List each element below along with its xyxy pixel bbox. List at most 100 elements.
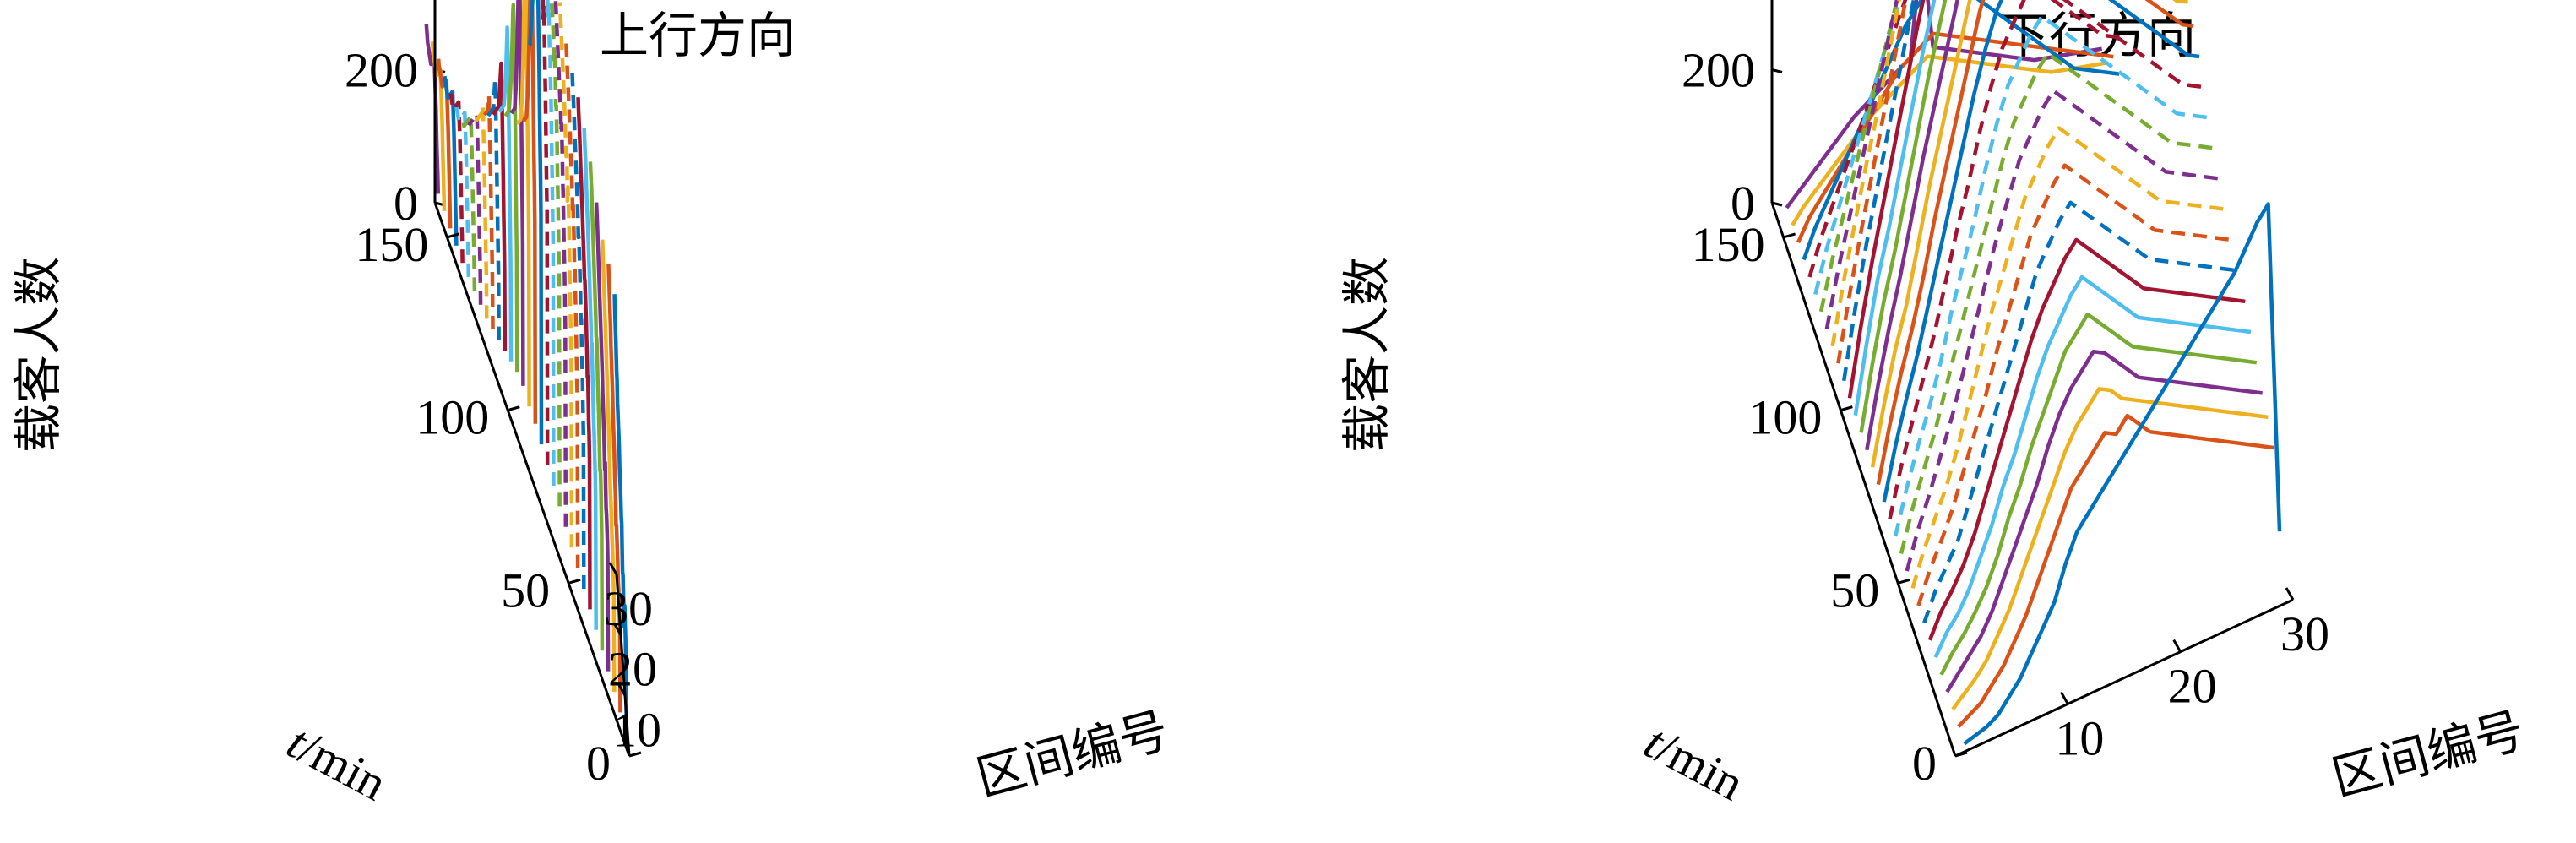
series-line-t-112 — [1836, 0, 1908, 364]
interval-tick-label: 10 — [612, 702, 661, 757]
series-line-t-62 — [1894, 14, 2211, 537]
series-line-t-87 — [1865, 0, 1959, 451]
series-line-t-17 — [594, 202, 611, 672]
series-line-t-72 — [1882, 0, 2200, 503]
series-line-t-22 — [588, 161, 605, 651]
series-line-t-107 — [485, 77, 501, 340]
series-line-t-102 — [492, 61, 508, 351]
axes-group — [433, 0, 631, 757]
chart-title: 上行方向 — [600, 7, 796, 64]
t-tick-mark — [446, 232, 459, 239]
series-line-t-12 — [601, 239, 617, 693]
series-line-t-127 — [460, 114, 477, 291]
z-axis-label: 载客人数 — [1338, 257, 1395, 453]
series-line-t-37 — [570, 66, 586, 590]
series-line-t-122 — [467, 111, 483, 305]
series-line-t-27 — [582, 128, 598, 630]
t-tick-label: 100 — [1748, 390, 1822, 445]
z-tick-mark — [1771, 68, 1783, 73]
interval-tick-label: 10 — [2055, 710, 2104, 765]
series-line-t-32 — [576, 97, 592, 610]
series-line-t-122 — [1824, 0, 1899, 329]
series-line-t-97 — [497, 25, 514, 362]
series-line-t-67 — [1888, 0, 2206, 520]
series-line-t-152 — [1791, 54, 2108, 226]
t-tick-label: 50 — [501, 563, 550, 617]
series-line-t-57 — [1899, 52, 2217, 555]
z-axis-label: 载客人数 — [9, 257, 67, 453]
t-axis-label: t/min — [279, 714, 396, 811]
series-line-t-42 — [1916, 163, 2235, 606]
z-axis-ticks: 0200400600800 — [1682, 43, 1783, 231]
t-tick-label: 50 — [1830, 563, 1879, 617]
t-tick-mark — [1840, 405, 1853, 412]
series-line-t-92 — [503, 3, 519, 373]
series-line-t-22 — [1939, 312, 2258, 676]
t-tick-label: 150 — [1692, 217, 1765, 272]
series-line-t-142 — [1802, 0, 2120, 261]
interval-tick-mark — [2060, 691, 2069, 705]
series-line-t-47 — [1910, 126, 2229, 590]
t-tick-label: 0 — [1912, 736, 1937, 791]
z-axis-ticks: 0200400600800 — [345, 43, 446, 231]
t-tick-mark — [1897, 578, 1910, 585]
z-tick-label: 0 — [1731, 176, 1755, 231]
interval-axis-label: 区间编号 — [2326, 701, 2530, 808]
t-axis-line — [1770, 202, 1957, 757]
t-tick-mark — [1954, 751, 1968, 758]
t-tick-mark — [507, 405, 520, 412]
series-line-t-47 — [557, 2, 574, 548]
series-line-t-132 — [454, 106, 471, 277]
interval-tick-label: 30 — [604, 581, 653, 636]
interval-axis-line — [615, 574, 631, 757]
t-tick-mark — [568, 578, 581, 585]
t-tick-mark — [628, 751, 642, 758]
series-line-t-37 — [1922, 200, 2240, 624]
series-line-t-2 — [1963, 202, 2282, 746]
z-tick-label: 0 — [394, 176, 418, 231]
interval-tick-mark — [612, 622, 622, 636]
t-axis-ticks: 0 50 100 150 — [1692, 217, 1968, 791]
interval-tick-mark — [608, 562, 618, 575]
series-line-t-97 — [1853, 0, 1937, 416]
t-axis-line — [433, 202, 631, 757]
series-line-t-52 — [553, 0, 568, 527]
axes-group — [1770, 0, 2294, 758]
series-line-t-17 — [1945, 349, 2263, 693]
series-group — [1785, 0, 2282, 746]
series-line-t-72 — [528, 0, 544, 445]
z-tick-mark — [1771, 201, 1783, 207]
t-axis-ticks: 0 50 100 150 — [355, 217, 642, 791]
series-line-t-92 — [1859, 0, 1948, 433]
series-line-t-77 — [1876, 0, 2194, 486]
series-line-t-32 — [1927, 237, 2246, 641]
series-line-t-117 — [473, 102, 489, 319]
t-tick-mark — [1783, 232, 1796, 239]
series-group — [424, 0, 628, 730]
interval-axis-label: 区间编号 — [970, 701, 1175, 808]
series-line-t-127 — [1818, 0, 1899, 313]
z-tick-label: 200 — [345, 43, 418, 98]
series-line-t-27 — [1933, 275, 2252, 659]
series-line-t-2 — [612, 294, 628, 730]
interval-tick-mark — [2172, 639, 2182, 653]
series-line-t-157 — [1785, 0, 2103, 209]
interval-tick-label: 20 — [608, 642, 657, 697]
z-tick-label: 200 — [1682, 43, 1755, 98]
series-line-t-112 — [479, 93, 495, 330]
series-line-t-42 — [563, 35, 580, 568]
interval-axis-line — [1954, 598, 2294, 758]
series-line-t-52 — [1905, 89, 2223, 572]
t-tick-label: 150 — [355, 217, 428, 272]
interval-tick-label: 30 — [2280, 606, 2329, 661]
t-tick-label: 0 — [586, 736, 611, 791]
t-tick-label: 100 — [416, 390, 489, 445]
series-line-t-7 — [1957, 413, 2274, 728]
series-line-t-137 — [448, 93, 465, 264]
